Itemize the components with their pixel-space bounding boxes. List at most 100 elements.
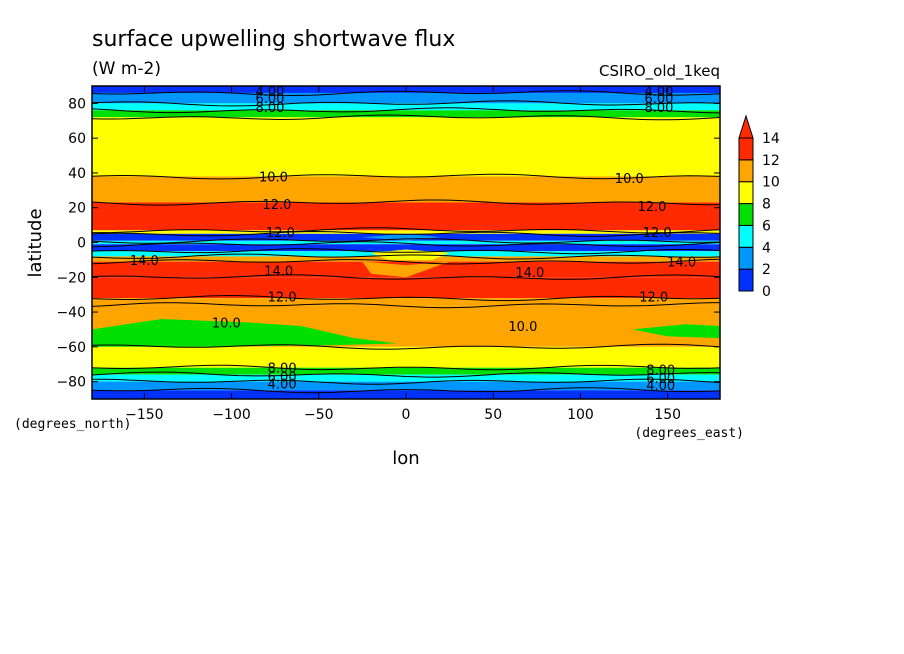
- heatmap-band-1: [92, 92, 720, 104]
- heatmap-patch-4: [362, 261, 450, 278]
- x-tick-label-4: 50: [484, 407, 502, 423]
- x-axis-unit: (degrees_east): [634, 426, 744, 441]
- heatmap-band-18: [92, 367, 720, 375]
- contour-label-7: 10.0: [615, 172, 644, 187]
- colorbar-label-5: 10: [762, 175, 780, 191]
- contour-line-2: [91, 100, 721, 107]
- heatmap-band-6: [92, 202, 720, 231]
- heatmap-band-3: [92, 110, 720, 118]
- colorbar-extend-arrow: [738, 114, 754, 139]
- contour-label-12: 14.0: [130, 254, 159, 269]
- y-axis-ticks: −80 −60 −40 −20 0 20 40 60 80: [56, 96, 720, 391]
- contour-label-17: 12.0: [639, 290, 668, 305]
- contour-line-14: [91, 274, 721, 280]
- y-axis-label: latitude: [25, 208, 46, 277]
- y-tick-label-6: 40: [68, 166, 86, 182]
- x-axis-ticks: −150 −100 −50 0 50 100 150: [125, 86, 681, 423]
- heatmap-patch-2: [632, 324, 720, 339]
- contour-line-19: [91, 371, 721, 378]
- contour-label-24: 6.00: [646, 372, 675, 387]
- y-tick-label-3: −20: [56, 270, 86, 286]
- contour-label-10: 12.0: [266, 226, 295, 241]
- contour-label-21: 6.00: [268, 370, 297, 385]
- x-tick-label-0: −150: [125, 407, 163, 423]
- contour-label-6: 10.0: [259, 170, 288, 185]
- chart-units: (W m-2): [92, 59, 161, 79]
- contour-label-4: 6.00: [644, 92, 673, 107]
- y-tick-label-8: 80: [68, 96, 86, 112]
- colorbar-label-6: 12: [762, 153, 780, 169]
- heatmap-band-4: [92, 117, 720, 177]
- y-tick-label-0: −80: [56, 375, 86, 391]
- contour-label-5: 8.00: [644, 101, 673, 116]
- contour-label-15: 14.0: [667, 256, 696, 271]
- heatmap-band-19: [92, 374, 720, 382]
- colorbar-label-1: 2: [762, 262, 771, 278]
- x-axis-label: lon: [392, 448, 419, 469]
- contour-line-3: [91, 107, 721, 114]
- contour-label-23: 8.00: [646, 363, 675, 378]
- heatmap-patch-0: [371, 131, 441, 144]
- contour-line-5: [91, 173, 721, 180]
- contour-label-18: 10.0: [212, 316, 241, 331]
- colorbar-swatch-5: [738, 159, 754, 183]
- y-tick-label-4: 0: [77, 236, 86, 252]
- heatmap-band-7: [92, 230, 720, 234]
- contour-label-9: 12.0: [637, 200, 666, 215]
- colorbar-label-4: 8: [762, 197, 771, 213]
- contour-line-7: [92, 227, 721, 234]
- contour-line-6: [91, 199, 721, 206]
- colorbar-swatch-1: [738, 246, 754, 270]
- x-tick-label-2: −50: [304, 407, 334, 423]
- contour-label-8: 12.0: [262, 198, 291, 213]
- heatmap-band-5: [92, 176, 720, 203]
- y-tick-label-5: 20: [68, 201, 86, 217]
- colorbar-swatch-2: [738, 224, 754, 248]
- contour-line-13: [91, 258, 721, 265]
- contour-line-11: [91, 248, 721, 255]
- contour-label-22: 4.00: [268, 377, 297, 392]
- contour-line-8: [91, 230, 721, 237]
- contour-label-14: 14.0: [515, 266, 544, 281]
- y-axis-unit: (degrees_north): [14, 417, 131, 432]
- model-name: CSIRO_old_1keq: [599, 62, 720, 81]
- colorbar-swatch-6: [738, 137, 754, 161]
- x-tick-label-5: 100: [567, 407, 594, 423]
- heatmap-band-9: [92, 240, 720, 245]
- colorbar-label-0: 0: [762, 284, 771, 300]
- colorbar-label-7: 14: [762, 131, 780, 147]
- heatmap-band-14: [92, 277, 720, 299]
- contour-line-18: [91, 364, 721, 371]
- heatmap-band-17: [92, 346, 720, 368]
- x-tick-label-3: 0: [402, 407, 411, 423]
- contour-label-13: 14.0: [264, 264, 293, 279]
- contour-line-21: [91, 387, 721, 394]
- y-tick-label-1: −60: [56, 340, 86, 356]
- colorbar-swatch-0: [738, 268, 754, 292]
- contour-line-4: [91, 114, 721, 121]
- y-tick-label-2: −40: [56, 305, 86, 321]
- contour-lines: [91, 90, 721, 394]
- contour-label-0: 4.00: [255, 85, 284, 100]
- contour-line-10: [91, 241, 721, 248]
- contour-line-20: [92, 378, 721, 385]
- contour-label-16: 12.0: [268, 290, 297, 305]
- colorbar-swatch-4: [738, 181, 754, 205]
- colorbar: 0 2 4 6 8 10 12 14: [738, 114, 780, 300]
- x-tick-label-1: −100: [212, 407, 250, 423]
- chart-title: surface upwelling shortwave flux: [92, 27, 455, 52]
- contour-label-19: 10.0: [508, 320, 537, 335]
- contour-label-11: 12.0: [643, 226, 672, 241]
- x-tick-label-6: 150: [654, 407, 681, 423]
- contour-line-12: [91, 253, 721, 260]
- contour-line-15: [91, 294, 721, 302]
- contour-label-1: 6.00: [255, 92, 284, 107]
- colorbar-swatch-3: [738, 203, 754, 226]
- heatmap-patch-1: [92, 319, 398, 347]
- contour-line-9: [91, 238, 721, 244]
- y-tick-label-7: 60: [68, 131, 86, 147]
- colorbar-label-2: 4: [762, 240, 771, 256]
- contour-line-16: [91, 302, 721, 309]
